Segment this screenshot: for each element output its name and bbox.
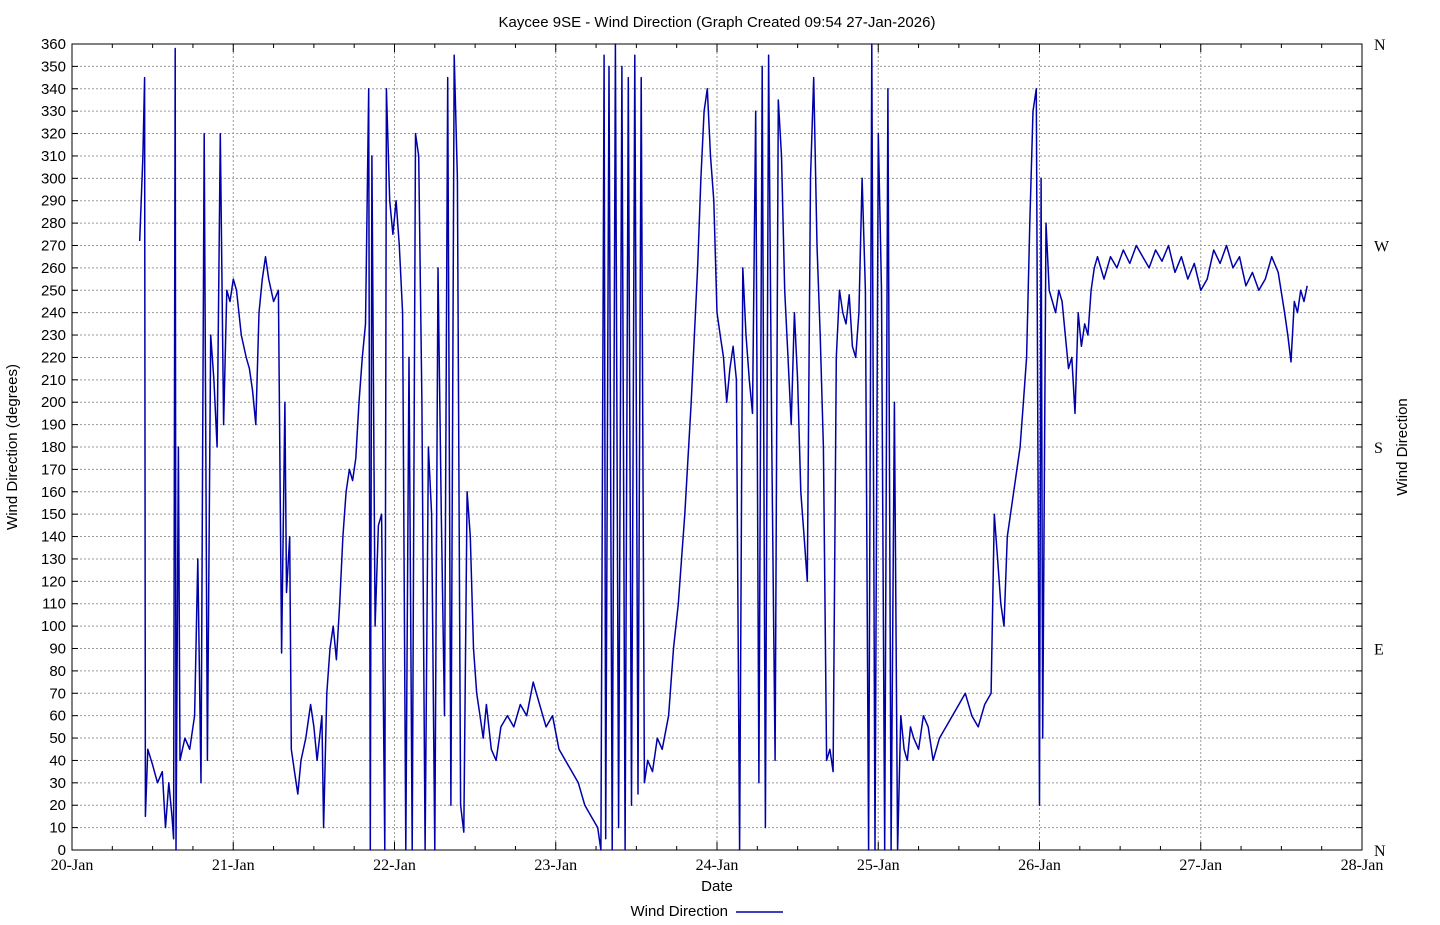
x-tick-label: 28-Jan	[1341, 857, 1384, 874]
y-axis-ticks: 0 10 20 30 40 50 60 70 80 90 100 110 120 130 140 150 160…	[41, 36, 1362, 859]
y-tick-label: 20	[49, 797, 66, 814]
y-tick-label: 90	[49, 641, 66, 658]
y-tick-label: 100	[41, 618, 66, 635]
y-tick-label: 10	[49, 820, 66, 837]
chart-title: Kaycee 9SE - Wind Direction (Graph Creat…	[499, 14, 936, 31]
y-tick-label: 310	[41, 148, 66, 165]
y-tick-label: 110	[42, 596, 66, 613]
y-tick-label: 350	[41, 58, 66, 75]
right-axis-label: Wind Direction	[1394, 398, 1411, 496]
y-tick-label: 320	[41, 126, 66, 143]
compass-label-n: N	[1374, 843, 1386, 860]
y-tick-label: 120	[41, 573, 66, 590]
y-tick-label: 60	[49, 708, 66, 725]
x-tick-label: 27-Jan	[1179, 857, 1222, 874]
legend-label: Wind Direction	[630, 903, 728, 920]
y-tick-label: 160	[41, 484, 66, 501]
x-axis-label: Date	[701, 878, 733, 895]
x-tick-label: 25-Jan	[857, 857, 900, 874]
compass-label-n: N	[1374, 37, 1386, 54]
y-tick-label: 260	[41, 260, 66, 277]
y-tick-label: 180	[41, 439, 66, 456]
y-tick-label: 200	[41, 394, 66, 411]
y-tick-label: 250	[41, 282, 66, 299]
y-tick-label: 230	[41, 327, 66, 344]
x-tick-label: 21-Jan	[212, 857, 255, 874]
y-tick-label: 80	[49, 663, 66, 680]
x-tick-label: 26-Jan	[1018, 857, 1061, 874]
plot-frame	[71, 43, 1363, 851]
compass-axis: N W S E N	[1374, 37, 1390, 860]
y-tick-label: 70	[49, 685, 66, 702]
legend: Wind Direction	[630, 903, 783, 920]
y-axis-label: Wind Direction (degrees)	[4, 364, 21, 530]
y-tick-label: 30	[49, 775, 66, 792]
y-tick-label: 280	[41, 215, 66, 232]
x-tick-label: 24-Jan	[696, 857, 739, 874]
y-tick-label: 130	[41, 551, 66, 568]
y-tick-label: 300	[41, 170, 66, 187]
compass-label-w: W	[1374, 239, 1390, 256]
x-axis-ticks: 20-Jan 21-Jan 22-Jan 23-Jan 24-Jan 25-Jan 26-J…	[51, 44, 1384, 874]
x-tick-label: 23-Jan	[534, 857, 577, 874]
compass-label-e: E	[1374, 642, 1384, 659]
y-tick-label: 0	[58, 842, 66, 859]
y-tick-label: 330	[41, 103, 66, 120]
y-tick-label: 290	[41, 193, 66, 210]
y-tick-label: 210	[41, 372, 66, 389]
wind-direction-series-line	[138, 43, 1308, 851]
x-tick-label: 20-Jan	[51, 857, 94, 874]
y-tick-label: 270	[41, 238, 66, 255]
x-tick-label: 22-Jan	[373, 857, 416, 874]
y-tick-label: 170	[41, 461, 66, 478]
y-tick-label: 40	[49, 752, 66, 769]
compass-label-s: S	[1374, 440, 1383, 457]
y-tick-label: 360	[41, 36, 66, 53]
y-tick-label: 340	[41, 81, 66, 98]
y-tick-label: 150	[41, 506, 66, 523]
y-tick-label: 220	[41, 349, 66, 366]
y-tick-label: 240	[41, 305, 66, 322]
y-tick-label: 190	[41, 417, 66, 434]
y-tick-label: 140	[41, 529, 66, 546]
y-tick-label: 50	[49, 730, 66, 747]
grid-lines	[72, 44, 1362, 850]
